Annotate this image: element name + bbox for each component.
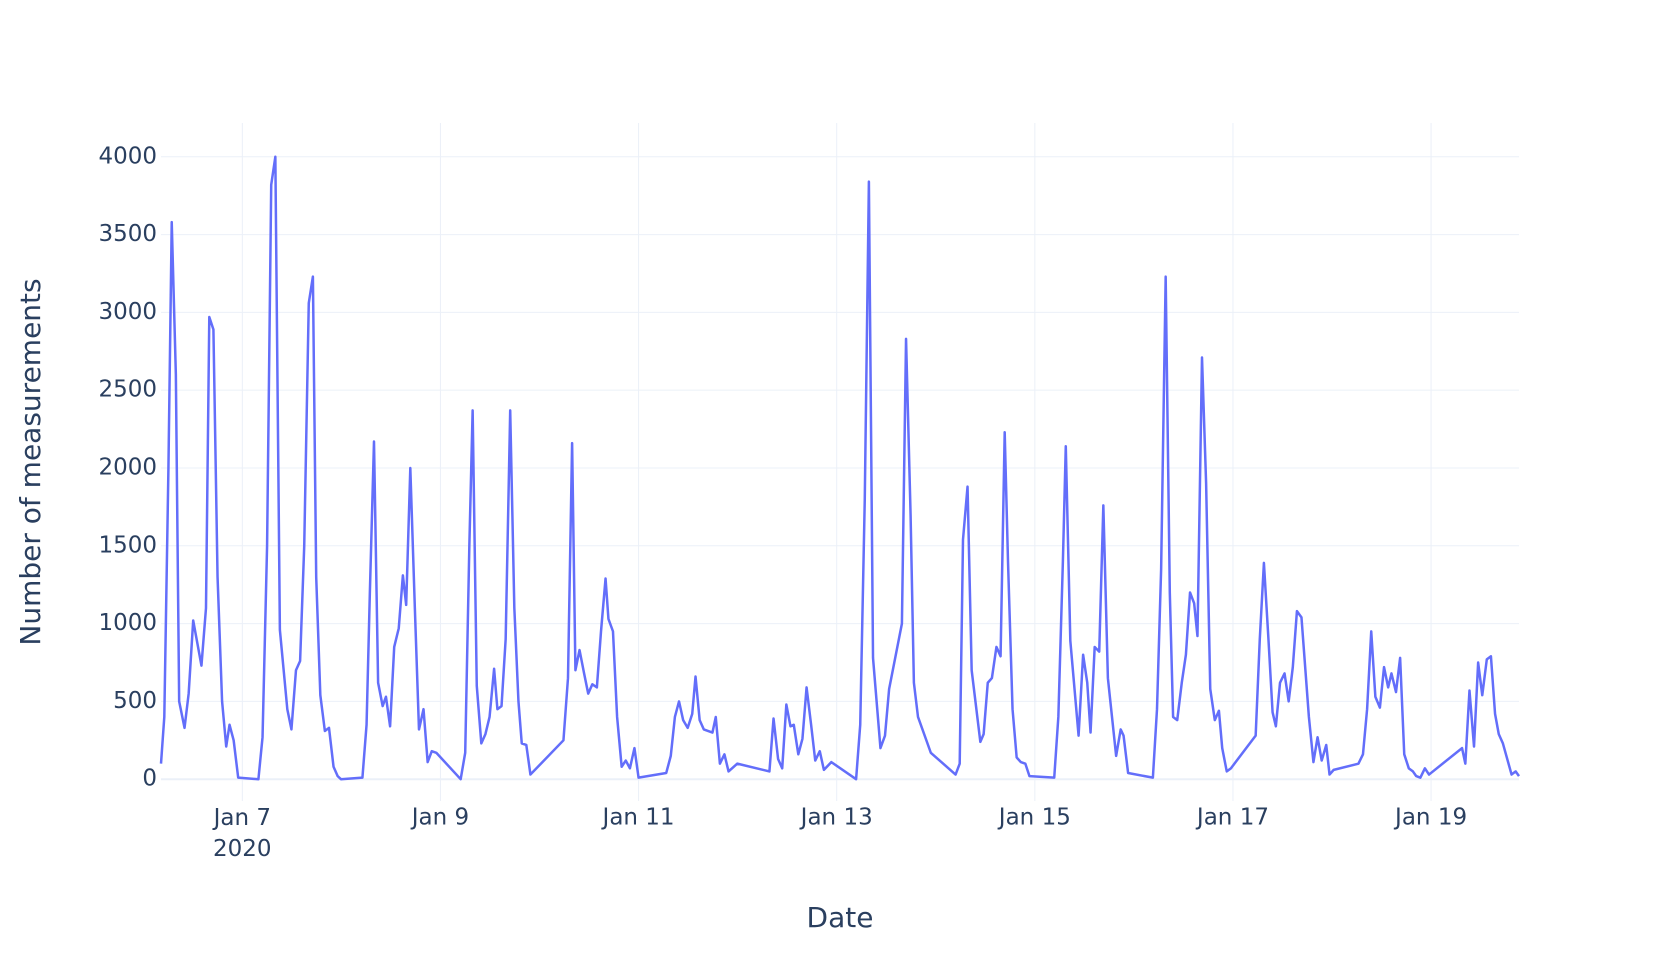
x-tick-label: Jan 17 <box>1195 805 1269 831</box>
y-tick-label: 500 <box>113 688 157 714</box>
y-tick-label: 3500 <box>98 221 157 247</box>
y-tick-label: 1000 <box>98 610 157 636</box>
y-tick-label: 1500 <box>98 532 157 558</box>
x-tick-label: Jan 13 <box>799 805 873 831</box>
x-tick-label: Jan 9 <box>410 805 469 831</box>
y-tick-label: 3000 <box>98 299 157 325</box>
x-tick-label: Jan 15 <box>997 805 1071 831</box>
x-tick-label: Jan 7 2020 <box>212 805 272 862</box>
y-tick-label: 2000 <box>98 454 157 480</box>
y-tick-label: 2500 <box>98 377 157 403</box>
axis-labels: 0 500 1000 1500 2000 2500 3000 3500 4000 Jan 7 202… <box>98 143 1467 861</box>
y-axis-title: Number of measurements <box>14 278 47 645</box>
y-tick-label: 0 <box>142 766 157 792</box>
x-tick-label: Jan 19 <box>1393 805 1467 831</box>
grid <box>161 123 1519 801</box>
plot-area <box>159 155 1521 781</box>
y-tick-label: 4000 <box>98 143 157 169</box>
data-line <box>159 155 1521 781</box>
x-axis-title: Date <box>807 901 874 934</box>
x-tick-label: Jan 11 <box>601 805 675 831</box>
